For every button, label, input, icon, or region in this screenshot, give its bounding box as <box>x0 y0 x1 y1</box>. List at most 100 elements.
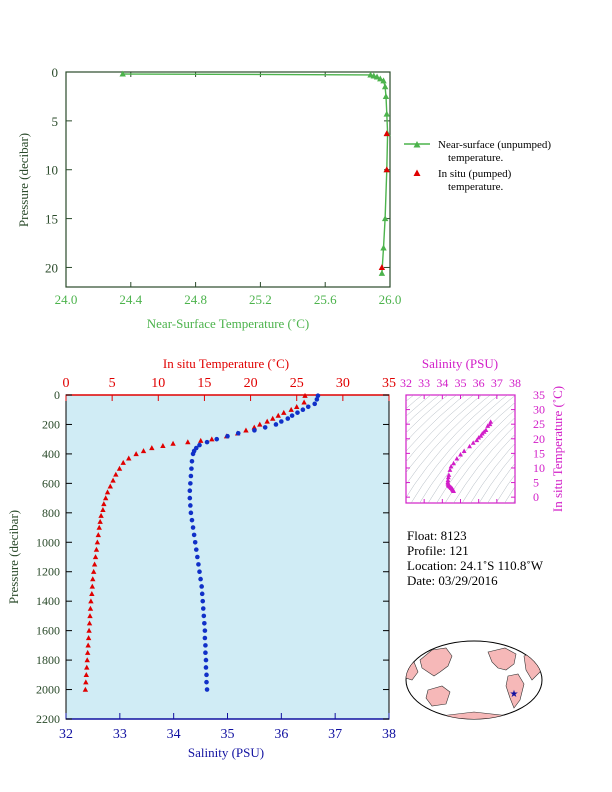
profile-y-axis-label: Pressure (decibar) <box>6 510 21 604</box>
top-y-axis-label: Pressure (decibar) <box>16 133 31 227</box>
salinity-marker <box>187 488 193 494</box>
temperature-marker <box>149 445 155 451</box>
near-surface-marker <box>380 244 387 251</box>
profile-chart: 32 33 34 35 36 37 38 0 5 10 15 20 25 30 35 0 200 400 600… <box>6 356 396 760</box>
salinity-marker <box>312 401 318 407</box>
salinity-marker <box>189 517 195 523</box>
temperature-marker <box>98 512 104 518</box>
pressure-tick-label: 1400 <box>36 594 60 608</box>
temperature-marker <box>116 465 123 471</box>
ts-marker <box>458 452 463 457</box>
temperature-tick-label: 30 <box>336 376 350 391</box>
salinity-marker <box>188 503 193 508</box>
ts-y-tick-label: 0 <box>533 490 539 504</box>
salinity-marker <box>204 687 210 692</box>
ts-x-tick-label: 34 <box>436 376 448 390</box>
salinity-marker <box>200 598 206 604</box>
legend-green-label-line2: temperature. <box>448 152 504 164</box>
temperature-marker <box>294 403 300 409</box>
salinity-marker <box>204 679 209 685</box>
temperature-marker <box>275 412 281 418</box>
ts-y-tick-label: 35 <box>533 388 545 402</box>
pressure-tick-label: 1800 <box>36 653 60 667</box>
near-surface-chart: 24.0 24.4 24.8 25.2 25.6 26.0 0 5 10 15 20 Near-S… <box>16 65 551 331</box>
salinity-marker <box>192 539 198 545</box>
ts-marker <box>483 427 489 432</box>
temperature-marker <box>133 451 139 457</box>
density-contour <box>406 395 491 485</box>
salinity-marker <box>203 643 208 648</box>
temperature-marker <box>86 627 92 633</box>
pressure-tick-label: 1000 <box>36 535 60 549</box>
top-y-tick-label: 15 <box>45 212 58 227</box>
pressure-tick-label: 800 <box>42 506 60 520</box>
salinity-marker <box>187 495 193 501</box>
temperature-marker <box>301 399 307 405</box>
temperature-marker <box>85 642 91 648</box>
temperature-marker <box>251 424 257 430</box>
top-plot-frame <box>65 71 391 288</box>
salinity-marker <box>273 422 279 427</box>
salinity-marker <box>204 672 209 678</box>
profile-number: Profile: 121 <box>407 543 469 558</box>
ts-series <box>445 419 494 493</box>
temperature-marker <box>170 440 176 446</box>
density-contour <box>406 395 423 409</box>
temperature-marker <box>84 664 90 670</box>
ts-marker <box>448 463 454 469</box>
temperature-marker <box>89 590 95 596</box>
asia-east-land <box>419 647 453 677</box>
temperature-marker <box>93 546 100 552</box>
near-surface-marker <box>383 110 390 117</box>
salinity-marker <box>279 419 284 424</box>
salinity-marker <box>200 606 206 611</box>
temperature-marker <box>84 649 91 655</box>
salinity-marker <box>315 393 321 399</box>
ts-marker <box>478 433 484 438</box>
ts-y-tick-label: 30 <box>533 403 545 417</box>
ts-marker <box>451 460 456 466</box>
near-surface-marker <box>373 73 381 80</box>
salinity-tick-label: 37 <box>328 727 342 742</box>
temperature-marker <box>140 448 147 454</box>
salinity-marker <box>235 430 241 436</box>
near-surface-marker <box>382 93 390 99</box>
ts-plot-frame <box>405 394 516 504</box>
legend-green-marker <box>413 141 421 148</box>
top-x-tick-label: 26.0 <box>379 292 402 307</box>
top-x-axis-label: Near-Surface Temperature (˚C) <box>147 316 309 331</box>
salinity-marker <box>252 428 257 433</box>
ts-x-tick-label: 38 <box>509 376 521 390</box>
temperature-marker <box>87 605 94 611</box>
ts-x-tick-label: 35 <box>455 376 467 390</box>
antarctica-land <box>439 711 511 719</box>
salinity-marker <box>189 466 194 471</box>
south-america-land <box>505 673 525 709</box>
salinity-marker <box>203 650 208 656</box>
near-surface-marker <box>377 75 384 82</box>
temperature-marker <box>160 442 166 448</box>
legend-red-label-line2: temperature. <box>448 181 504 193</box>
date: Date: 03/29/2016 <box>407 573 498 588</box>
profile-salinity-ticks: 32 33 34 35 36 37 38 <box>59 713 396 742</box>
ts-y-tick-label: 10 <box>533 461 545 475</box>
ts-x-tick-label: 33 <box>418 376 430 390</box>
temperature-marker <box>120 459 126 465</box>
salinity-marker <box>190 451 196 457</box>
ts-y-tick-label: 25 <box>533 417 545 431</box>
ts-marker <box>446 472 452 477</box>
near-surface-marker <box>119 70 126 77</box>
temperature-marker <box>84 657 90 663</box>
density-contour <box>444 417 515 503</box>
profile-temperature-axis-label: In situ Temperature (˚C) <box>163 356 289 371</box>
temperature-marker <box>288 406 294 412</box>
temperature-marker <box>243 427 249 433</box>
salinity-marker <box>202 635 208 641</box>
salinity-marker <box>199 591 205 597</box>
temperature-tick-label: 15 <box>197 376 211 391</box>
salinity-tick-label: 36 <box>274 727 288 742</box>
ts-y-tick-label: 20 <box>533 432 545 446</box>
salinity-marker <box>202 620 207 626</box>
temperature-marker <box>92 554 99 560</box>
salinity-marker <box>191 532 197 538</box>
